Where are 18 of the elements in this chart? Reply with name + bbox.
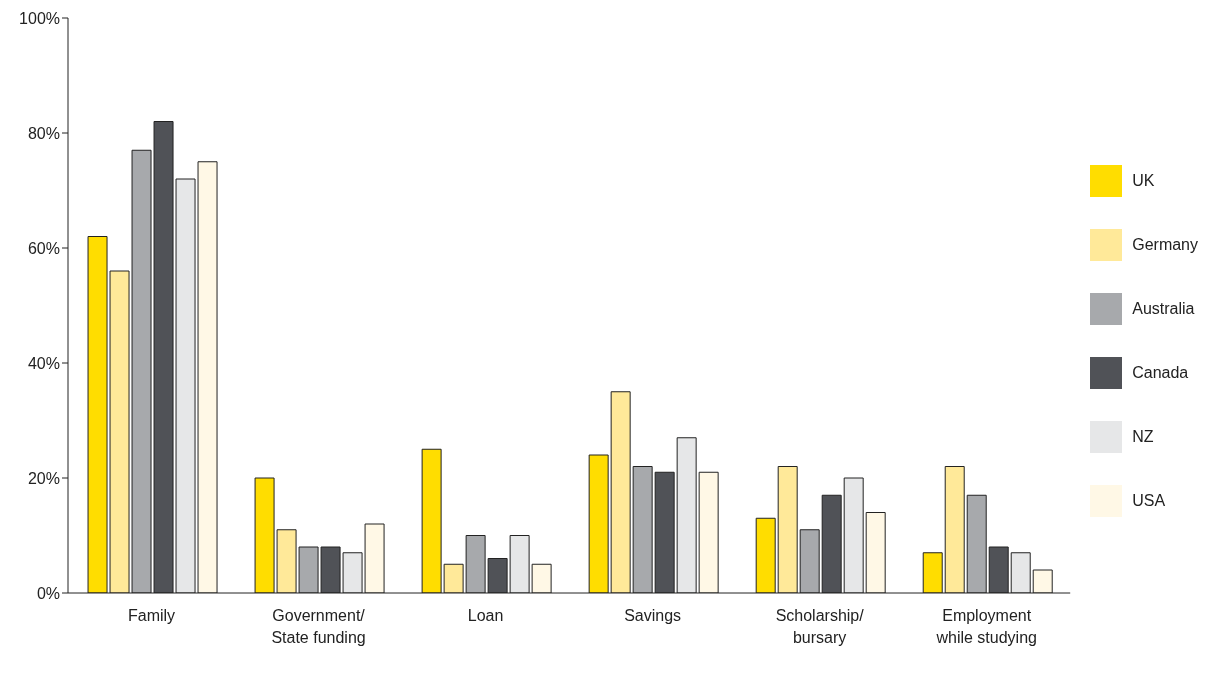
legend-label: Australia xyxy=(1132,299,1195,317)
x-tick-label: Scholarship/ bursary xyxy=(775,607,865,646)
legend-label: USA xyxy=(1132,491,1166,509)
y-tick-label: 40% xyxy=(27,354,60,372)
x-tick-label: Savings xyxy=(624,607,682,624)
legend-label: Canada xyxy=(1132,363,1189,381)
y-tick-label: 60% xyxy=(27,239,60,257)
y-tick-label: 80% xyxy=(27,124,60,142)
y-tick-label: 100% xyxy=(19,9,60,27)
x-tick-label: Loan xyxy=(467,607,504,624)
legend-label: NZ xyxy=(1132,427,1154,445)
x-tick-label: Government/ State funding xyxy=(271,607,366,646)
x-tick-label: Family xyxy=(127,607,176,624)
y-tick-label: 20% xyxy=(27,469,60,487)
legend-label: UK xyxy=(1132,171,1155,189)
x-tick-label: Employment while studying xyxy=(935,607,1037,646)
y-tick-label: 0% xyxy=(36,584,60,602)
legend-label: Germany xyxy=(1132,235,1198,253)
